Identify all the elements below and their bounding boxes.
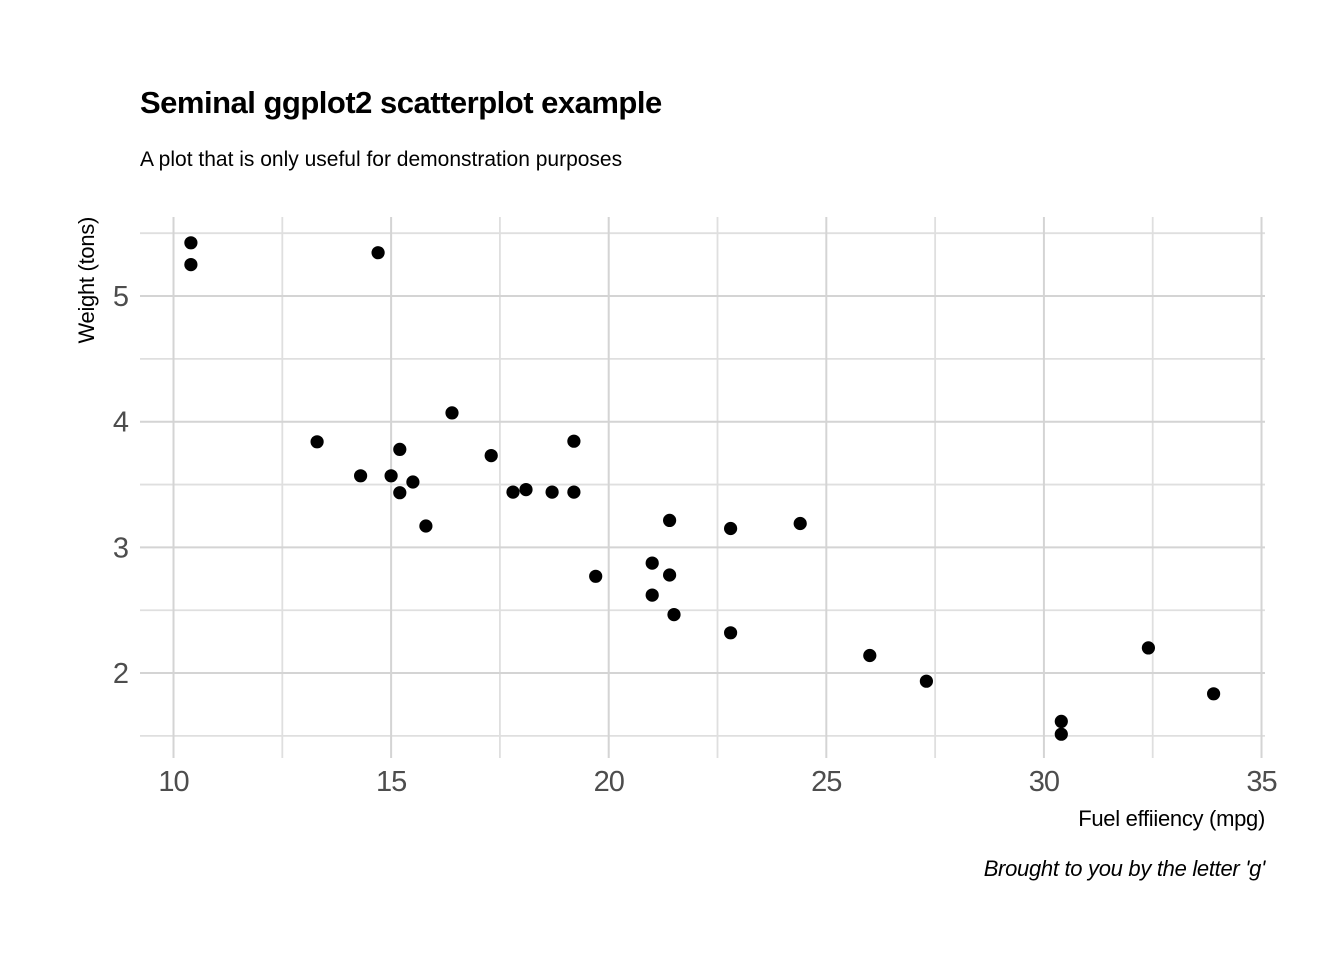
chart-subtitle: A plot that is only useful for demonstra…: [140, 148, 623, 171]
data-point: [589, 569, 603, 583]
data-point: [863, 648, 877, 663]
major-gridlines: [140, 217, 1265, 758]
data-point: [519, 483, 533, 497]
y-tick-label: 3: [113, 532, 128, 564]
data-point: [1054, 714, 1068, 729]
data-point: [667, 608, 681, 622]
data-point: [545, 485, 559, 499]
x-axis-tick-labels: 10 15 20 25 30 35: [158, 766, 1277, 798]
data-point: [310, 435, 324, 449]
x-tick-label: 35: [1246, 766, 1276, 798]
data-point: [645, 588, 659, 602]
data-point: [567, 485, 581, 499]
chart-caption: Brought to you by the letter 'g': [983, 856, 1266, 881]
data-point: [406, 475, 420, 489]
x-tick-label: 20: [594, 766, 624, 798]
data-point: [793, 516, 807, 531]
data-point: [919, 674, 934, 688]
chart-title: Seminal ggplot2 scatterplot example: [140, 85, 662, 120]
data-point: [184, 236, 198, 250]
data-point: [1207, 687, 1221, 701]
data-point: [419, 519, 433, 533]
data-point: [354, 469, 368, 483]
x-tick-label: 25: [811, 766, 841, 798]
data-point: [724, 626, 738, 640]
x-tick-label: 10: [158, 766, 188, 798]
x-tick-label: 15: [376, 766, 406, 798]
minor-gridlines: [140, 217, 1265, 758]
y-axis-tick-labels: 2 3 4 5: [113, 281, 130, 690]
y-tick-label: 2: [113, 658, 128, 690]
x-axis-title: Fuel effiiency (mpg): [1078, 806, 1265, 831]
data-point: [567, 434, 581, 448]
data-point: [663, 568, 677, 582]
data-points: [184, 236, 1221, 741]
y-tick-label: 5: [113, 281, 128, 313]
data-point: [384, 469, 398, 483]
data-point: [445, 406, 459, 420]
data-point: [506, 485, 520, 499]
data-point: [484, 449, 498, 463]
x-tick-label: 30: [1029, 766, 1059, 798]
y-tick-label: 4: [113, 407, 129, 439]
data-point: [393, 442, 407, 456]
data-point: [371, 246, 385, 260]
data-point: [1054, 727, 1068, 741]
data-point: [393, 486, 407, 500]
data-point: [1141, 641, 1155, 655]
data-point: [645, 556, 659, 570]
data-point: [663, 513, 677, 528]
data-point: [184, 258, 198, 272]
data-point: [724, 521, 738, 536]
